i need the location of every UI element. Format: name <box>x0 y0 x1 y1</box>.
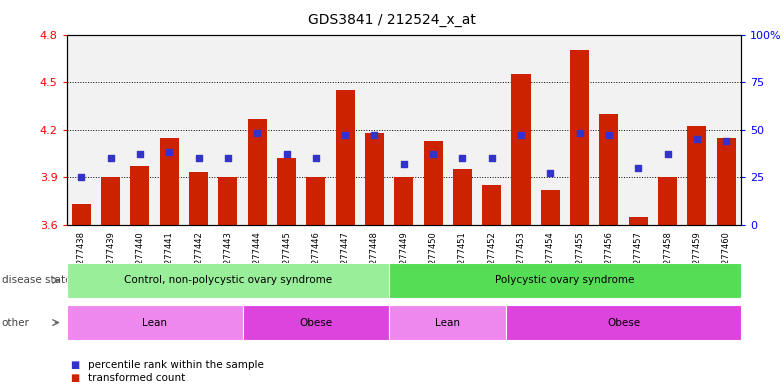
Point <box>720 138 732 144</box>
Point <box>603 132 615 138</box>
Bar <box>336 90 354 225</box>
Text: Control, non-polycystic ovary syndrome: Control, non-polycystic ovary syndrome <box>124 275 332 285</box>
Point <box>426 151 439 157</box>
Bar <box>658 177 677 225</box>
Point <box>662 151 674 157</box>
Bar <box>277 158 296 225</box>
Bar <box>218 177 238 225</box>
Bar <box>307 177 325 225</box>
Point <box>339 132 351 138</box>
Text: Lean: Lean <box>142 318 167 328</box>
Point <box>691 136 703 142</box>
Bar <box>72 204 91 225</box>
Bar <box>365 133 384 225</box>
Point <box>133 151 146 157</box>
Point <box>368 132 381 138</box>
Bar <box>453 169 472 225</box>
Text: Obese: Obese <box>299 318 332 328</box>
Bar <box>541 190 560 225</box>
Point <box>632 165 644 171</box>
Point <box>485 155 498 161</box>
Bar <box>160 137 179 225</box>
Bar <box>394 177 413 225</box>
Text: other: other <box>2 318 30 328</box>
Bar <box>570 50 590 225</box>
Bar <box>101 177 120 225</box>
Point <box>573 130 586 136</box>
Point <box>515 132 528 138</box>
Bar <box>629 217 648 225</box>
Text: Polycystic ovary syndrome: Polycystic ovary syndrome <box>495 275 635 285</box>
Bar <box>600 114 619 225</box>
Text: disease state: disease state <box>2 275 71 285</box>
Bar <box>423 141 443 225</box>
Point <box>456 155 469 161</box>
Point <box>163 149 176 156</box>
Text: Lean: Lean <box>435 318 460 328</box>
Point <box>75 174 88 180</box>
Point <box>251 130 263 136</box>
Point <box>280 151 292 157</box>
Bar <box>248 119 267 225</box>
Point <box>310 155 322 161</box>
Text: Obese: Obese <box>607 318 641 328</box>
Text: GDS3841 / 212524_x_at: GDS3841 / 212524_x_at <box>308 13 476 27</box>
Bar <box>688 126 706 225</box>
Bar <box>189 172 208 225</box>
Text: ■: ■ <box>71 373 80 383</box>
Bar <box>482 185 501 225</box>
Text: transformed count: transformed count <box>88 373 185 383</box>
Bar <box>130 166 150 225</box>
Point <box>222 155 234 161</box>
Point <box>397 161 410 167</box>
Point <box>544 170 557 176</box>
Text: ■: ■ <box>71 360 80 370</box>
Bar <box>511 74 531 225</box>
Point <box>104 155 117 161</box>
Text: percentile rank within the sample: percentile rank within the sample <box>88 360 263 370</box>
Bar <box>717 137 735 225</box>
Point <box>192 155 205 161</box>
